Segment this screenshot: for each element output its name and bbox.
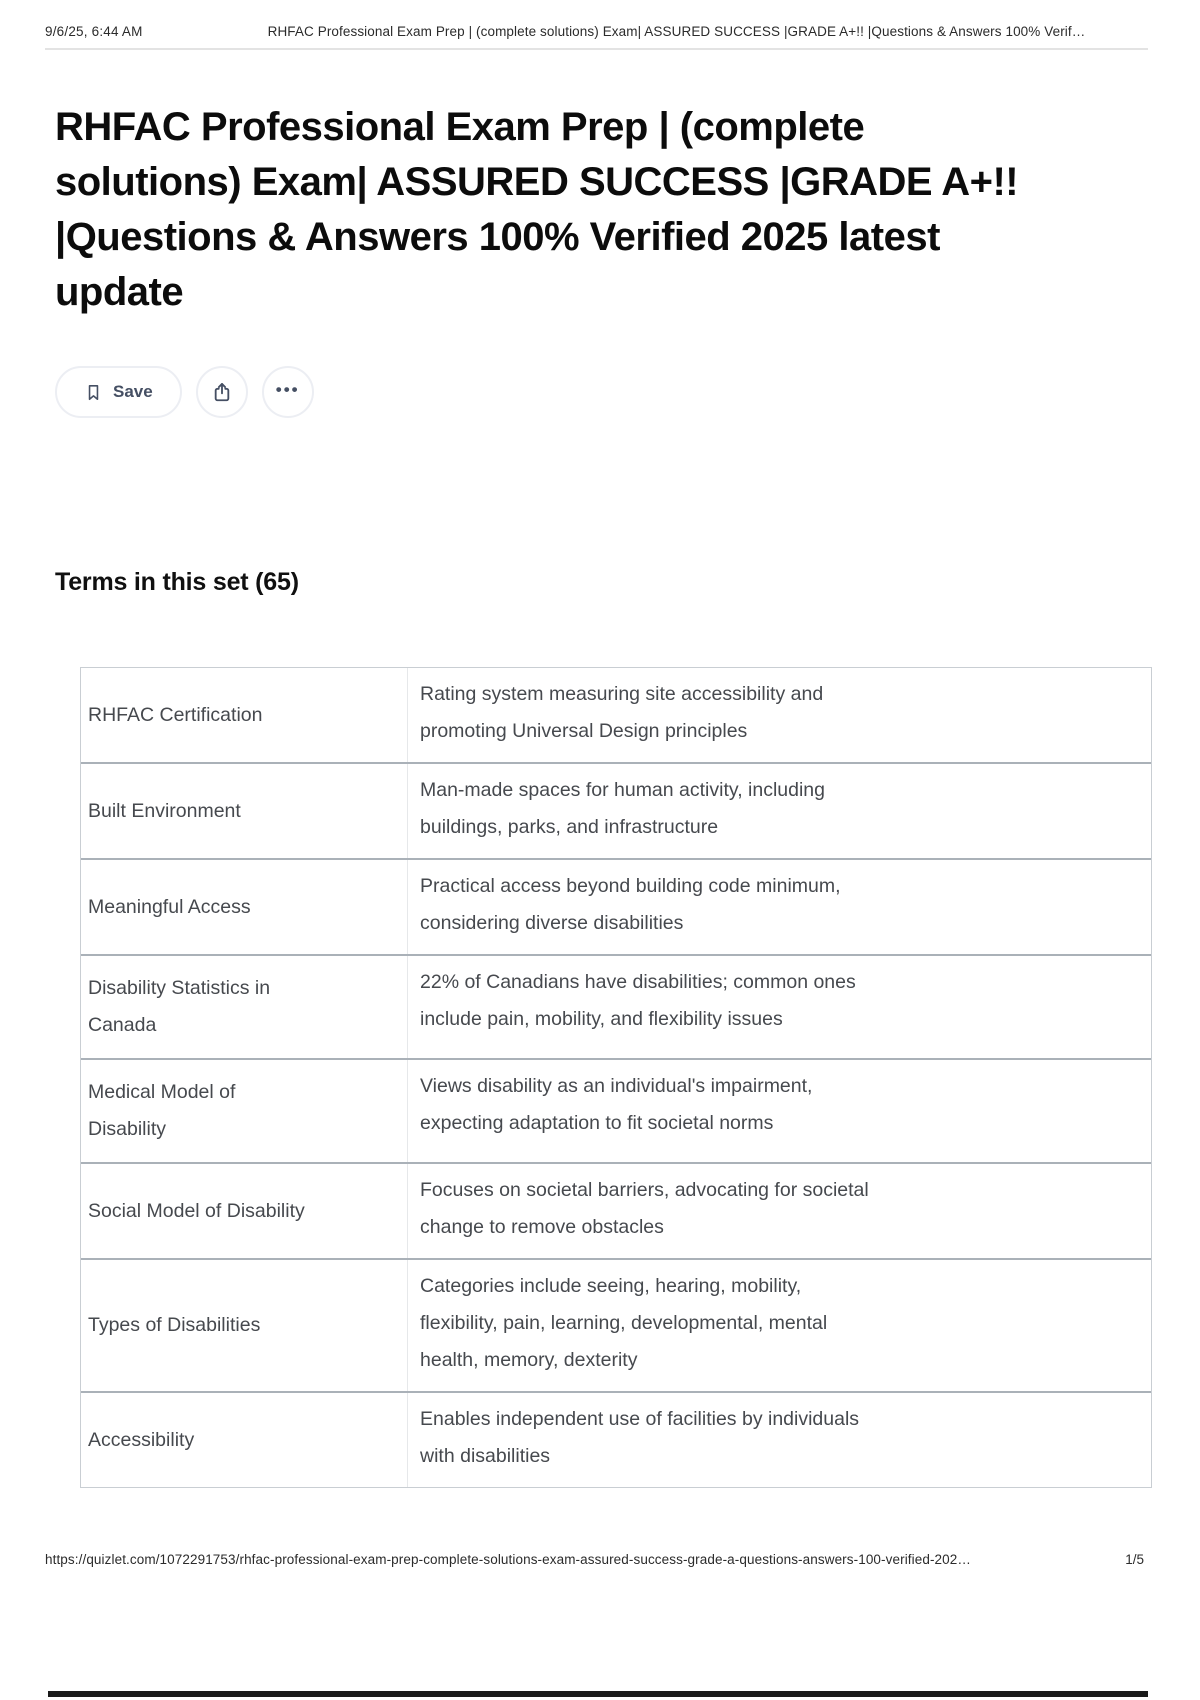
term-cell: Social Model of Disability [81, 1164, 408, 1258]
terms-table: RHFAC Certification Rating system measur… [80, 667, 1152, 1488]
print-footer-url: https://quizlet.com/1072291753/rhfac-pro… [45, 1552, 971, 1567]
table-row: Accessibility Enables independent use of… [81, 1391, 1151, 1487]
main-content: RHFAC Professional Exam Prep | (complete… [0, 100, 1200, 1488]
table-row: RHFAC Certification Rating system measur… [81, 668, 1151, 762]
page-indicator: 1/5 [1125, 1552, 1144, 1567]
save-button[interactable]: Save [55, 366, 182, 418]
table-row: Social Model of Disability Focuses on so… [81, 1162, 1151, 1258]
definition-cell: Views disability as an individual's impa… [420, 1075, 813, 1134]
ellipsis-icon: ••• [275, 379, 300, 399]
table-row: Medical Model of Disability Views disabi… [81, 1058, 1151, 1162]
term-cell: Accessibility [81, 1393, 408, 1487]
term-cell: Built Environment [81, 764, 408, 858]
definition-cell: Focuses on societal barriers, advocating… [420, 1179, 869, 1238]
share-icon [211, 381, 233, 403]
terms-heading: Terms in this set (65) [55, 568, 299, 596]
term-cell: Medical Model of Disability [81, 1060, 408, 1162]
page-title: RHFAC Professional Exam Prep | (complete… [55, 105, 1019, 314]
print-header: 9/6/25, 6:44 AM RHFAC Professional Exam … [45, 0, 1148, 50]
definition-cell: Categories include seeing, hearing, mobi… [420, 1275, 828, 1371]
save-button-label: Save [113, 382, 153, 401]
bookmark-icon [84, 383, 103, 402]
action-bar: Save ••• [55, 366, 1145, 418]
definition-cell: Man-made spaces for human activity, incl… [420, 779, 825, 838]
definition-cell: Practical access beyond building code mi… [420, 875, 841, 934]
term-cell: Types of Disabilities [81, 1260, 408, 1391]
print-datetime: 9/6/25, 6:44 AM [45, 24, 143, 39]
term-cell: Disability Statistics in Canada [81, 956, 408, 1058]
definition-cell: Rating system measuring site accessibili… [420, 683, 824, 742]
table-row: Disability Statistics in Canada 22% of C… [81, 954, 1151, 1058]
definition-cell: Enables independent use of facilities by… [420, 1408, 860, 1467]
more-button[interactable]: ••• [261, 366, 314, 418]
definition-cell: 22% of Canadians have disabilities; comm… [420, 971, 856, 1030]
table-row: Built Environment Man-made spaces for hu… [81, 762, 1151, 858]
table-row: Types of Disabilities Categories include… [81, 1258, 1151, 1391]
next-page-divider [48, 1691, 1148, 1697]
term-cell: Meaningful Access [81, 860, 408, 954]
table-row: Meaningful Access Practical access beyon… [81, 858, 1151, 954]
term-cell: RHFAC Certification [81, 668, 408, 762]
share-button[interactable] [195, 366, 248, 418]
print-document-title: RHFAC Professional Exam Prep | (complete… [267, 24, 1086, 39]
print-footer: https://quizlet.com/1072291753/rhfac-pro… [45, 1552, 1144, 1567]
